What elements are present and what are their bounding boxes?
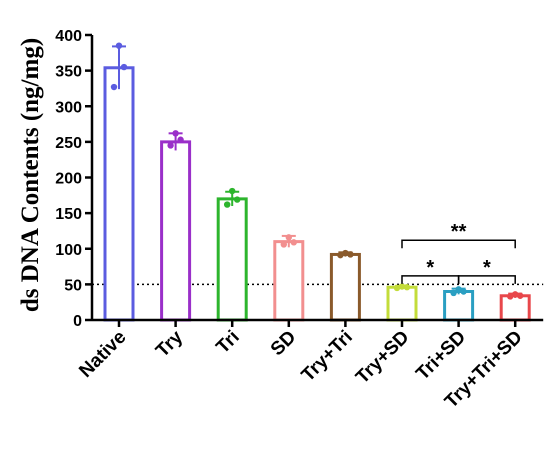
bar-group [216,187,248,322]
data-point [167,142,174,149]
data-point [455,286,462,293]
data-point [507,293,514,300]
bar [386,285,418,322]
x-tick-label: SD [267,327,301,361]
y-tick-label: 200 [55,171,82,188]
x-tick-label: Try+Tri [298,327,357,386]
bar [499,294,531,322]
x-tick-label: Try [152,326,187,361]
x-tick-label: Tri [212,327,243,358]
bar-group [160,130,192,322]
significance-label: ** [451,221,467,243]
bar [329,252,361,322]
x-tick-label: Try+SD [352,327,414,389]
y-tick-label: 100 [55,242,82,259]
x-tick-label: Native [75,327,130,382]
bar [273,240,305,322]
data-point [234,196,241,203]
data-point [450,289,457,297]
bars [103,42,531,322]
y-axis-label: ds DNA Contents (ng/mg) [17,38,44,312]
y-axis: 0 50 100 150 200 250 300 350 400 [55,28,94,330]
significance-bracket: * [401,257,460,284]
significance-bracket: ** [401,221,516,249]
bracket-line [401,239,516,249]
data-point [517,292,524,299]
y-tick-label: 250 [55,135,82,152]
significance-bracket: * [457,257,516,284]
y-tick-label: 50 [64,277,82,294]
data-point [393,284,401,292]
bar-group [273,234,305,322]
data-point [290,239,297,246]
x-axis: Native Try Tri SDTry+TriTry+SDTri+SDTry+Tri… [75,318,544,412]
bar [103,66,135,322]
data-point [115,42,123,49]
data-point [342,249,349,257]
data-point [337,251,344,259]
significance-label: * [426,257,434,279]
bracket-line [457,275,516,284]
bar [443,290,475,322]
significance-label: * [483,257,491,279]
y-tick-label: 0 [73,313,82,330]
y-tick-label: 150 [55,206,82,223]
bar-group [386,283,418,322]
data-point [512,291,519,298]
data-point [224,201,231,208]
y-tick-label: 300 [55,99,82,116]
bar-group [499,291,531,322]
bar-group [329,249,361,322]
data-point [398,283,406,290]
data-point [347,251,354,258]
data-point [172,130,179,137]
significance-brackets: * *** [401,221,516,284]
bar [160,140,192,322]
y-tick-label: 350 [55,64,82,81]
data-point [280,241,287,248]
data-point [229,187,236,195]
data-point [285,234,292,241]
data-point [110,83,118,91]
data-point [460,288,467,295]
bar [216,197,248,322]
bar-group [443,286,475,322]
data-point [403,284,411,291]
data-point [120,63,128,71]
bar-group [103,42,135,322]
y-tick-label: 400 [55,28,82,45]
data-point [177,136,184,143]
